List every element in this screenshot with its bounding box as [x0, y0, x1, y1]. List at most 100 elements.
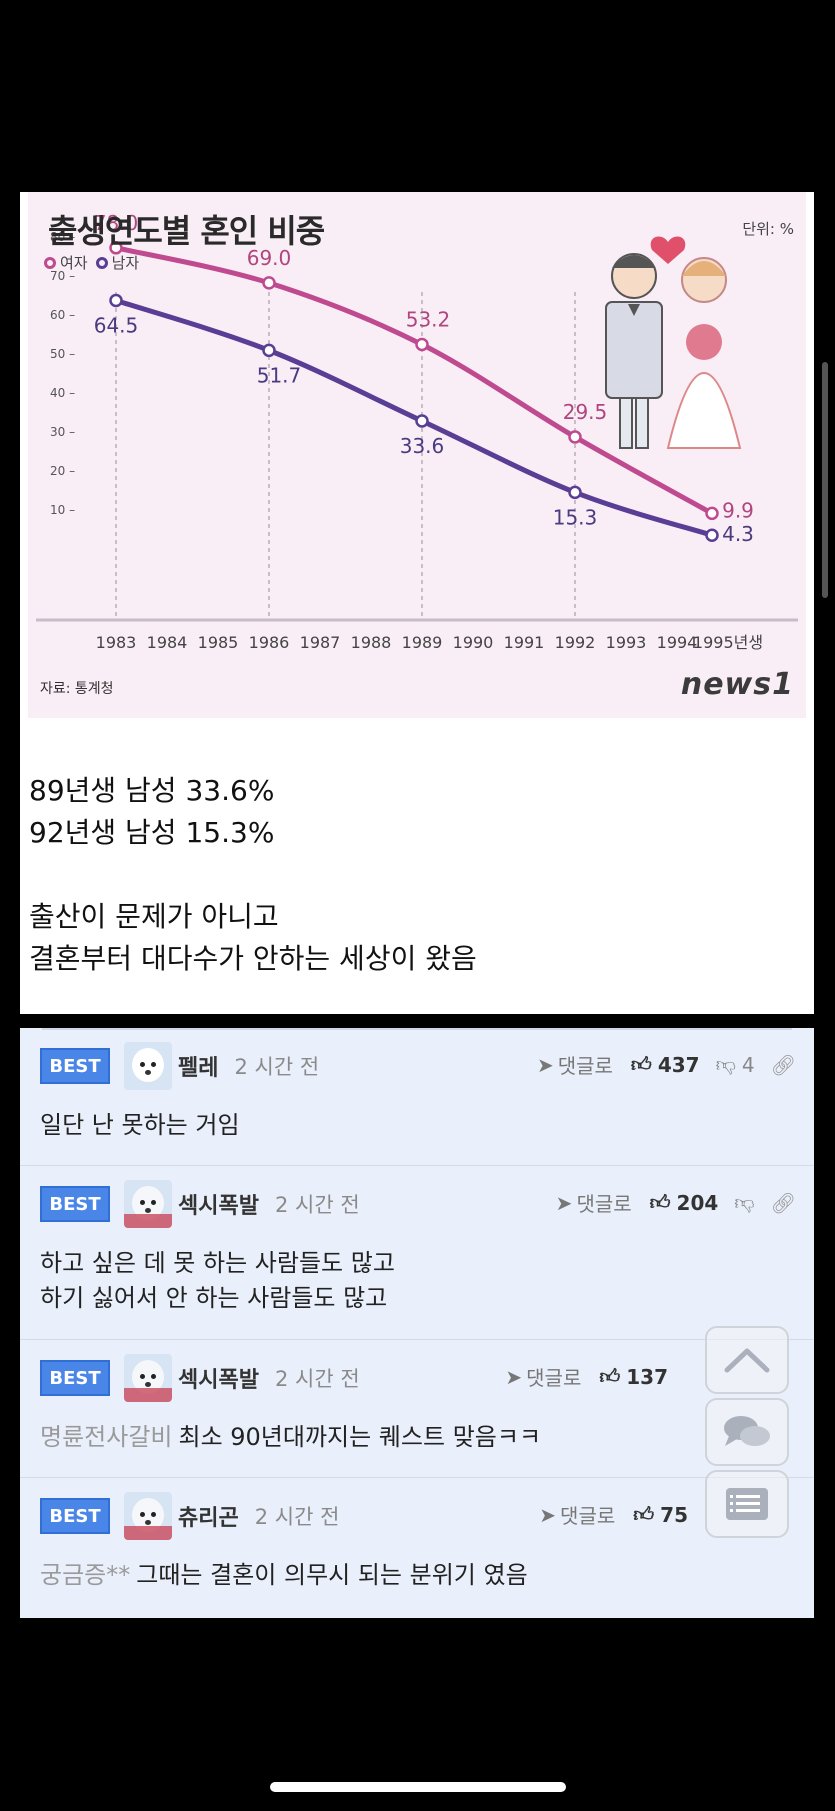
reply-button[interactable]: ➤ 댓글로 — [556, 1188, 632, 1217]
home-indicator[interactable] — [270, 1782, 566, 1792]
legend-female-label: 여자 — [60, 254, 88, 272]
comment-actions: ➤ 댓글로 👍︎ 75 — [539, 1500, 704, 1529]
y-tick-label: 40 – — [50, 386, 75, 400]
x-tick-label: 1984 — [147, 633, 188, 652]
chevron-up-icon — [724, 1348, 770, 1373]
data-label: 33.6 — [400, 434, 445, 458]
reply-button[interactable]: ➤ 댓글로 — [505, 1362, 581, 1391]
chart-legend: 여자 남자 — [44, 252, 139, 273]
comment-nickname[interactable]: 펠레 — [178, 1056, 219, 1081]
dislike-button[interactable]: 👎︎ — [734, 1190, 754, 1215]
thumbs-up-icon: 👍︎ — [599, 1364, 621, 1388]
reply-label: 댓글로 — [526, 1366, 582, 1390]
send-icon: ➤ — [539, 1502, 557, 1527]
thumbs-up-icon: 👍︎ — [649, 1190, 671, 1214]
comment-body: 명륜전사갈비 최소 90년대까지는 퀘스트 맞음ㅋㅋ — [40, 1420, 541, 1455]
comments-button[interactable] — [705, 1398, 789, 1466]
data-point — [262, 343, 276, 358]
comment-body: 궁금증** 그때는 결혼이 의무시 되는 분위기 였음 — [40, 1558, 528, 1593]
send-icon: ➤ — [555, 1190, 573, 1215]
reply-button[interactable]: ➤ 댓글로 — [537, 1050, 613, 1079]
like-button[interactable]: 👍︎ 75 — [633, 1502, 688, 1527]
legend-male-label: 남자 — [111, 254, 140, 272]
data-label: 53.2 — [406, 308, 451, 332]
like-button[interactable]: 👍︎ 437 — [631, 1052, 700, 1077]
y-tick-label: 30 – — [50, 425, 75, 439]
thumbs-up-icon: 👍︎ — [633, 1502, 655, 1526]
section-divider — [0, 1014, 835, 1028]
y-tick-label: 80 – — [50, 230, 75, 244]
data-point — [705, 506, 719, 521]
data-label: 15.3 — [553, 505, 598, 529]
data-point — [415, 337, 429, 352]
comment-actions: ➤ 댓글로 👍︎ 137 — [505, 1362, 684, 1391]
comment-time: 2 시간 전 — [274, 1367, 360, 1391]
x-tick-label: 1989 — [402, 633, 443, 652]
reply-label: 댓글로 — [557, 1054, 613, 1078]
comment-nickname[interactable]: 섹시폭발 — [178, 1194, 259, 1219]
data-point — [568, 430, 582, 444]
avatar[interactable] — [124, 1492, 172, 1540]
data-point — [415, 414, 429, 428]
like-count: 204 — [676, 1190, 719, 1215]
comment-body: 하고 싶은 데 못 하는 사람들도 많고 하기 싫어서 안 하는 사람들도 많고 — [40, 1246, 395, 1316]
scroll-top-button[interactable] — [705, 1326, 789, 1394]
data-label: 51.7 — [257, 363, 302, 387]
comment-item: BEST 섹시폭발 2 시간 전 ➤ 댓글로 👍︎ 204 👎︎ 🔗︎ 하고 싶은 … — [20, 1166, 814, 1340]
like-count: 75 — [660, 1502, 688, 1527]
x-tick-label: 1995년생 — [693, 633, 763, 652]
y-tick-label: 20 – — [50, 464, 75, 478]
scrollbar[interactable] — [822, 362, 828, 598]
y-tick-label: 70 – — [50, 269, 75, 283]
data-point — [705, 528, 719, 542]
best-badge: BEST — [40, 1186, 110, 1222]
comment-header: BEST 츄리곤 2 시간 전 — [40, 1492, 339, 1540]
thumbs-up-icon: 👍︎ — [630, 1052, 652, 1076]
avatar[interactable] — [124, 1354, 172, 1402]
post-line: 92년생 남성 15.3% — [29, 816, 275, 849]
comment-item: BEST 섹시폭발 2 시간 전 ➤ 댓글로 👍︎ 137 명륜전사갈비 최소 90년… — [20, 1340, 814, 1478]
y-tick-label: 10 – — [50, 503, 75, 517]
wedding-couple-illustration — [605, 236, 742, 449]
comment-text: 최소 90년대까지는 퀘스트 맞음ㅋㅋ — [178, 1423, 542, 1451]
comment-header: BEST 섹시폭발 2 시간 전 — [40, 1354, 360, 1402]
data-label: 64.5 — [94, 313, 139, 337]
reply-label: 댓글로 — [576, 1192, 632, 1216]
avatar[interactable] — [124, 1042, 172, 1090]
like-count: 437 — [657, 1052, 700, 1077]
comment-text: 하기 싫어서 안 하는 사람들도 많고 — [40, 1284, 388, 1312]
best-badge: BEST — [40, 1360, 110, 1396]
y-tick-label: 60 – — [50, 308, 75, 322]
thumbs-down-icon: 👎︎ — [734, 1190, 755, 1214]
like-button[interactable]: 👍︎ 204 — [650, 1190, 719, 1215]
comment-item: BEST 펠레 2 시간 전 ➤ 댓글로 👍︎ 437 👎︎ 4 🔗︎ 일단 난 못하… — [20, 1028, 814, 1166]
like-count: 137 — [626, 1364, 668, 1389]
chart-source: 자료: 통계청 — [40, 681, 114, 697]
x-tick-label: 1985 — [198, 633, 239, 652]
mention[interactable]: 명륜전사갈비 — [40, 1423, 173, 1451]
comment-time: 2 시간 전 — [254, 1505, 340, 1529]
comment-actions: ➤ 댓글로 👍︎ 204 👎︎ 🔗︎ — [556, 1188, 796, 1217]
comment-nickname[interactable]: 츄리곤 — [178, 1506, 239, 1531]
data-point — [568, 485, 582, 500]
reply-button[interactable]: ➤ 댓글로 — [539, 1500, 615, 1529]
legend-male: 남자 — [95, 252, 140, 273]
mention[interactable]: 궁금증** — [40, 1561, 131, 1589]
dislike-button[interactable]: 👎︎ 4 — [716, 1052, 755, 1077]
x-tick-label: 1986 — [249, 633, 290, 652]
y-tick-label: 50 – — [50, 347, 75, 361]
link-icon[interactable]: 🔗︎ — [770, 1190, 796, 1215]
link-icon[interactable]: 🔗︎ — [770, 1052, 796, 1077]
post-line: 출산이 문제가 아니고 — [29, 900, 279, 933]
avatar[interactable] — [124, 1180, 172, 1228]
reply-label: 댓글로 — [560, 1504, 616, 1528]
x-tick-label: 1983 — [96, 633, 137, 652]
list-button[interactable] — [705, 1470, 789, 1538]
like-button[interactable]: 👍︎ 137 — [599, 1364, 668, 1389]
comment-text: 일단 난 못하는 거임 — [40, 1111, 240, 1139]
data-point — [262, 276, 276, 290]
list-icon — [726, 1488, 768, 1520]
dislike-count: 4 — [741, 1052, 755, 1077]
comment-nickname[interactable]: 섹시폭발 — [178, 1368, 259, 1393]
data-label: 69.0 — [247, 246, 292, 270]
